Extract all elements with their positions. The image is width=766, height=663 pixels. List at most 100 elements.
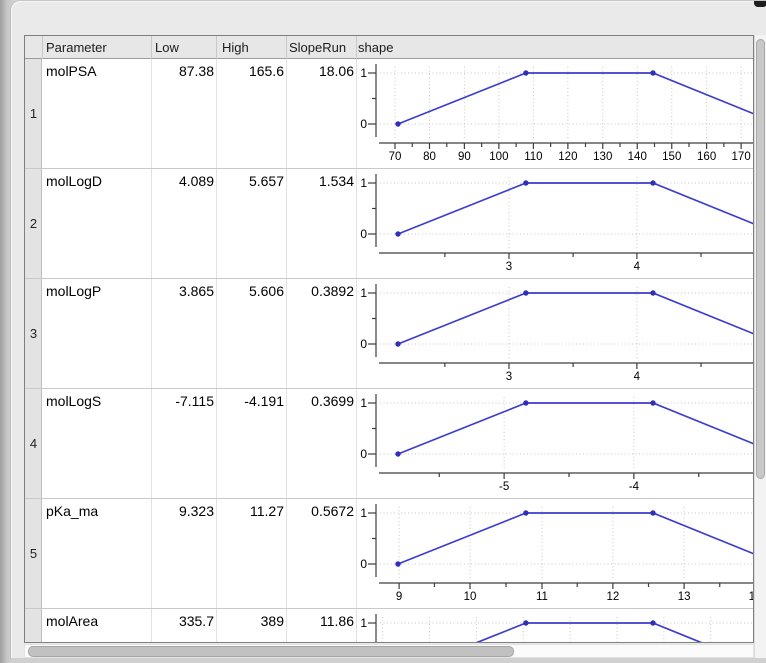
parameter-cell[interactable]: molLogP <box>46 283 102 299</box>
handle-dot[interactable] <box>523 290 529 296</box>
handle-dot[interactable] <box>395 451 401 457</box>
shape-chart[interactable]: 1 0 70 80 90 100 110 120 130 140 150 160 170 <box>357 59 753 169</box>
sloperun-cell[interactable]: 0.3892 <box>311 283 354 299</box>
desirability-line <box>397 292 753 345</box>
x-tick-label: 4 <box>634 371 641 383</box>
handle-dot[interactable] <box>523 400 529 406</box>
handle-dot[interactable] <box>395 121 401 127</box>
shape-chart[interactable]: 1091011121314 <box>357 499 753 609</box>
row-number-cell[interactable]: 6 <box>25 609 42 642</box>
y-tick-label: 1 <box>360 286 367 300</box>
high-cell[interactable]: 5.657 <box>248 173 284 189</box>
cell-separator <box>286 609 287 642</box>
shape-cell[interactable]: 1 0 3 4 <box>357 279 753 389</box>
shape-cell[interactable]: 1 0 -5 -4 <box>357 389 753 499</box>
x-tick-label: 80 <box>423 151 436 163</box>
cell-separator <box>151 59 152 168</box>
handle-dot[interactable] <box>395 341 401 347</box>
shape-chart[interactable]: 1 0 3 4 <box>357 279 753 389</box>
high-cell[interactable]: 11.27 <box>250 503 284 519</box>
table-row: 2 molLogD 4.089 5.657 1.534 1 0 3 4 <box>25 169 753 279</box>
cell-separator <box>216 389 217 498</box>
low-cell[interactable]: 4.089 <box>178 173 214 189</box>
cell-separator <box>356 169 357 278</box>
x-tick-label: 160 <box>697 151 716 163</box>
handle-dot[interactable] <box>650 400 656 406</box>
x-tick-label: 3 <box>506 371 512 383</box>
row-number-cell[interactable]: 5 <box>25 499 42 608</box>
sloperun-cell[interactable]: 18.06 <box>318 63 354 79</box>
handle-dot[interactable] <box>650 70 656 76</box>
parameter-cell[interactable]: molArea <box>46 613 99 629</box>
header-separator <box>42 36 43 59</box>
y-tick-label: 1 <box>360 506 367 520</box>
handle-dot[interactable] <box>650 510 656 516</box>
handle-dot[interactable] <box>395 561 401 567</box>
sloperun-cell[interactable]: 11.86 <box>320 613 354 629</box>
handle-dot[interactable] <box>523 510 529 516</box>
handle-dot[interactable] <box>523 180 529 186</box>
cell-separator <box>286 389 287 498</box>
cell-separator <box>286 59 287 168</box>
parameter-cell[interactable]: molLogD <box>46 173 103 189</box>
cell-separator <box>216 609 217 642</box>
low-cell[interactable]: -7.115 <box>175 393 214 409</box>
header-separator <box>216 36 217 59</box>
row-number: 5 <box>29 545 38 561</box>
handle-dot[interactable] <box>395 231 401 237</box>
row-number-cell[interactable]: 2 <box>25 169 42 278</box>
handle-dot[interactable] <box>523 620 529 626</box>
row-number-cell[interactable]: 1 <box>25 59 42 168</box>
scroll-up-arrow-icon[interactable] <box>754 1 766 7</box>
cell-separator <box>151 389 152 498</box>
horizontal-scrollbar-thumb[interactable] <box>28 646 514 657</box>
low-cell[interactable]: 3.865 <box>178 283 214 299</box>
shape-chart[interactable]: 10 <box>357 609 753 642</box>
shape-cell[interactable]: 10 <box>357 609 753 642</box>
shape-chart[interactable]: 1 0 3 4 <box>357 169 753 279</box>
high-cell[interactable]: 389 <box>260 613 284 629</box>
shape-cell[interactable]: 1 0 70 80 90 100 110 120 130 140 150 160 170 <box>357 59 753 169</box>
parameter-cell[interactable]: pKa_ma <box>46 503 99 519</box>
horizontal-scrollbar[interactable] <box>24 644 754 658</box>
handle-dot[interactable] <box>650 620 656 626</box>
x-tick-label: 10 <box>464 591 477 603</box>
y-tick-label: 0 <box>360 557 367 571</box>
cell-separator <box>286 169 287 278</box>
x-tick-label: 140 <box>628 151 647 163</box>
cell-separator <box>151 499 152 608</box>
x-tick-label: 3 <box>506 261 512 273</box>
low-cell[interactable]: 335.7 <box>178 613 214 629</box>
table-body: 1 molPSA 87.38 165.6 18.06 1 0 70 80 90 100 110 120 1… <box>25 59 753 642</box>
handle-dot[interactable] <box>650 290 656 296</box>
vertical-scrollbar[interactable] <box>754 35 766 658</box>
table-row: 1 molPSA 87.38 165.6 18.06 1 0 70 80 90 100 110 120 1… <box>25 59 753 169</box>
table-row: 3 molLogP 3.865 5.606 0.3892 1 0 3 4 <box>25 279 753 389</box>
handle-dot[interactable] <box>523 70 529 76</box>
parameter-cell[interactable]: molPSA <box>46 63 97 79</box>
row-number-cell[interactable]: 4 <box>25 389 42 498</box>
y-tick-label: 1 <box>360 176 367 190</box>
sloperun-cell[interactable]: 1.534 <box>318 173 354 189</box>
cell-separator <box>151 169 152 278</box>
y-tick-label: 1 <box>360 616 367 630</box>
vertical-scrollbar-thumb[interactable] <box>756 39 765 479</box>
shape-chart[interactable]: 1 0 -5 -4 <box>357 389 753 499</box>
sloperun-cell[interactable]: 0.3699 <box>311 393 354 409</box>
parameter-cell[interactable]: molLogS <box>46 393 102 409</box>
high-cell[interactable]: 5.606 <box>248 283 284 299</box>
row-number-cell[interactable]: 3 <box>25 279 42 388</box>
low-cell[interactable]: 9.323 <box>178 503 214 519</box>
high-cell[interactable]: 165.6 <box>248 63 284 79</box>
handle-dot[interactable] <box>650 180 656 186</box>
cell-separator <box>286 499 287 608</box>
shape-cell[interactable]: 1091011121314 <box>357 499 753 609</box>
cell-separator <box>356 609 357 642</box>
high-cell[interactable]: -4.191 <box>244 393 284 409</box>
x-tick-label: 12 <box>606 591 619 603</box>
row-number: 2 <box>29 215 38 231</box>
shape-cell[interactable]: 1 0 3 4 <box>357 169 753 279</box>
sloperun-cell[interactable]: 0.5672 <box>311 503 354 519</box>
low-cell[interactable]: 87.38 <box>178 63 214 79</box>
